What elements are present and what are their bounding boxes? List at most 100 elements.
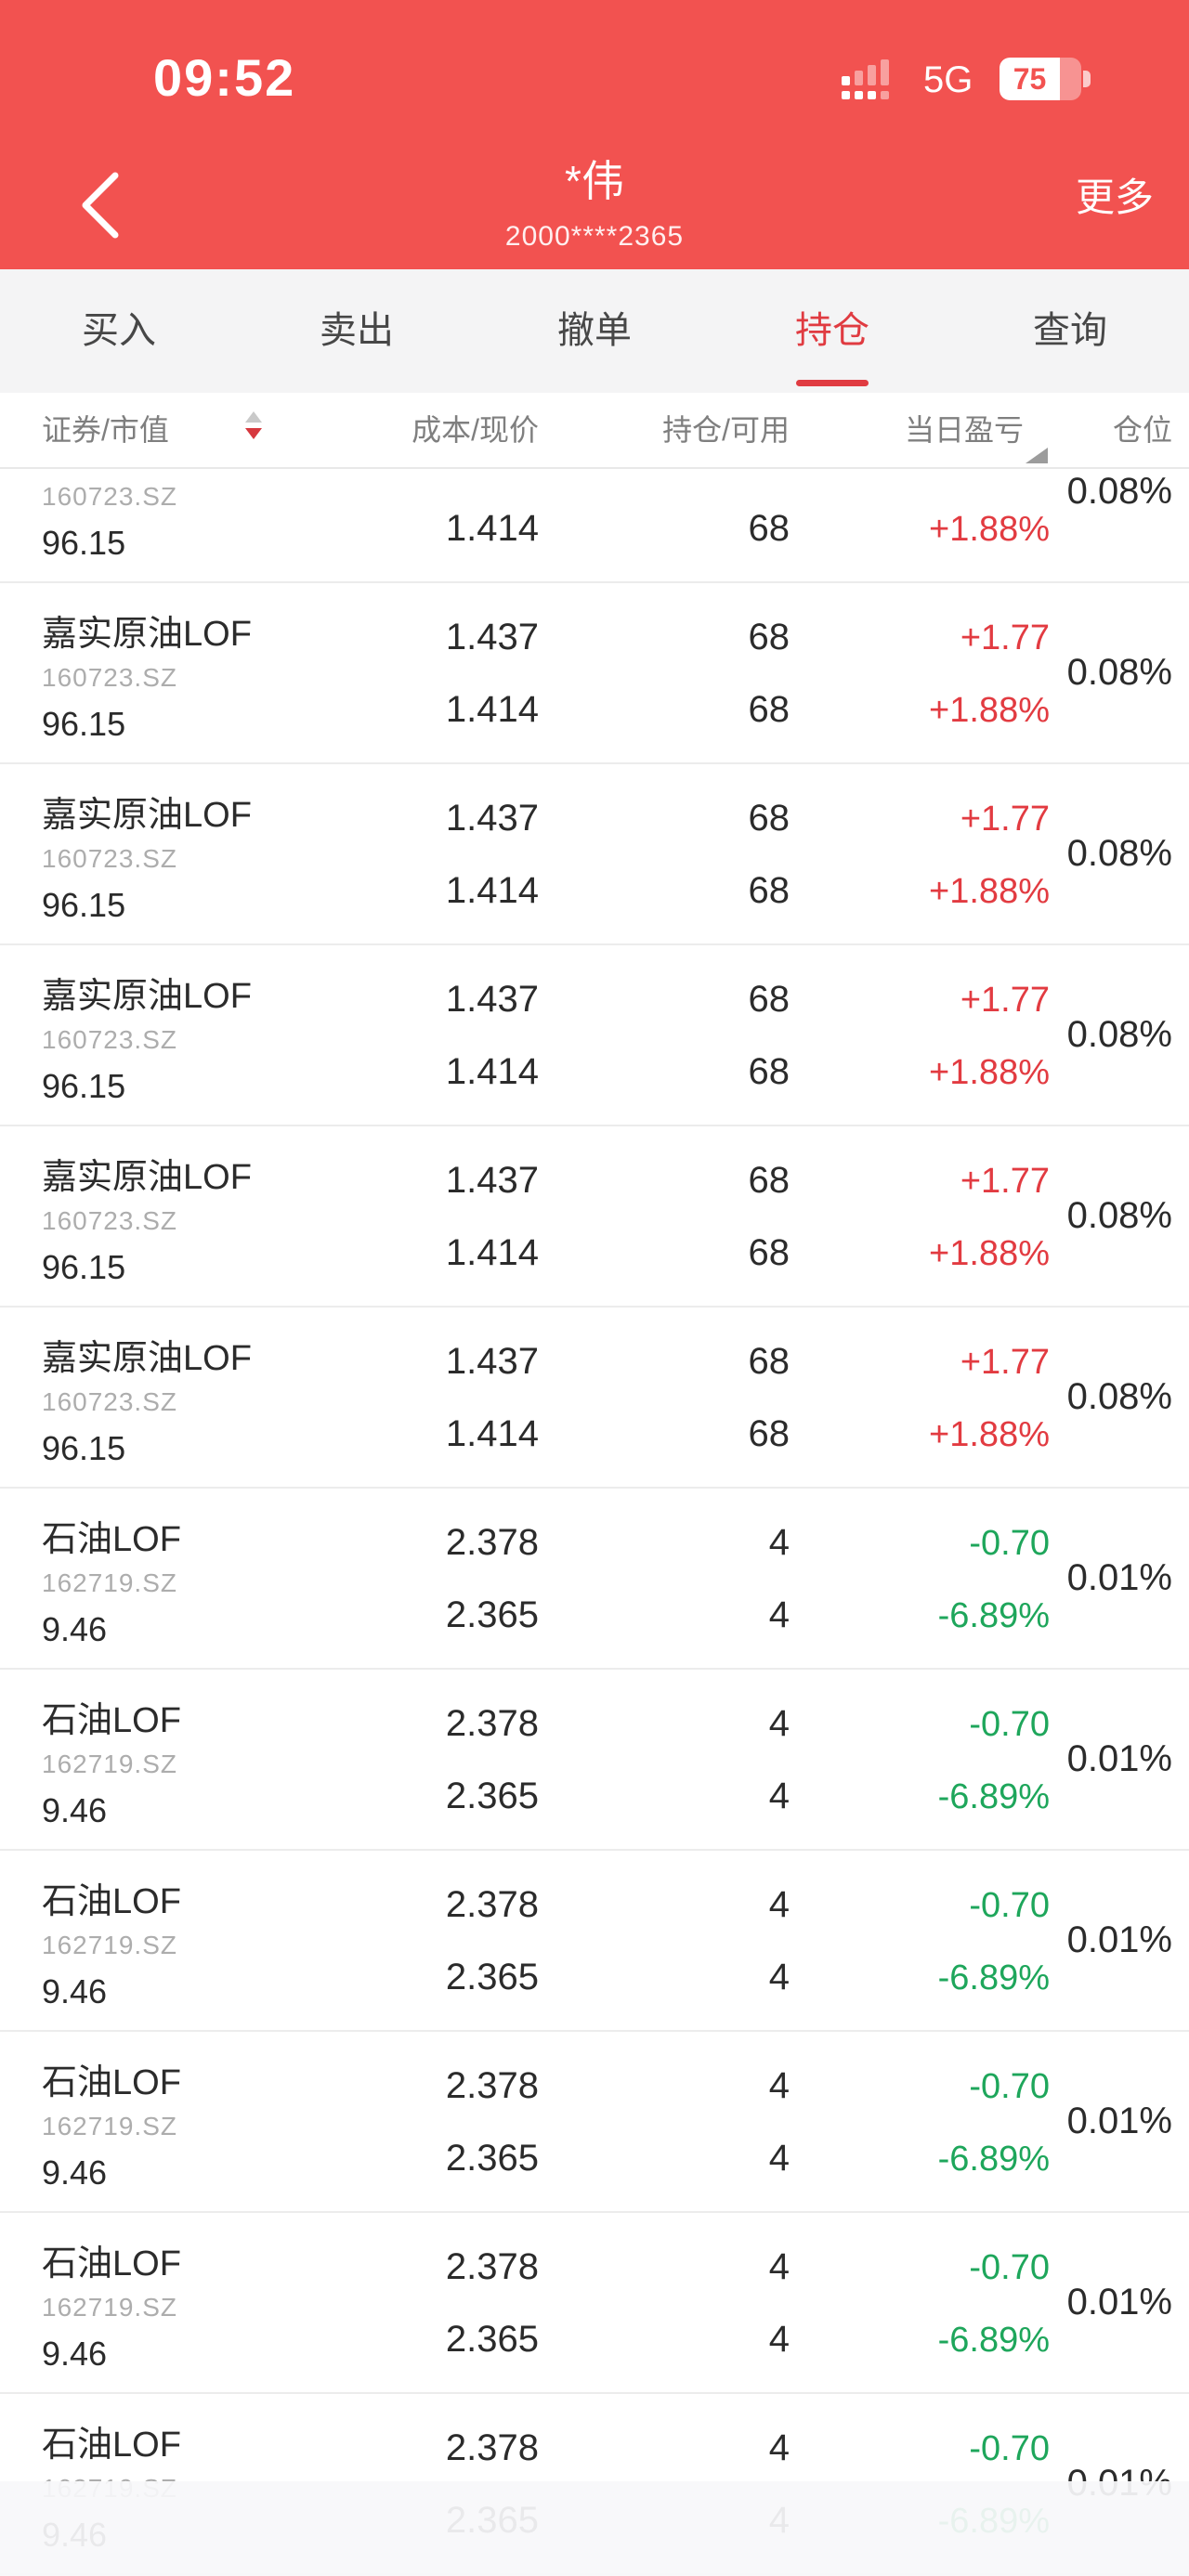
cost-price: 2.378 (445, 2246, 539, 2287)
security-code: 160723.SZ (42, 482, 177, 511)
available-qty: 4 (768, 2319, 790, 2360)
day-pl-value: -0.70 (969, 2067, 1050, 2106)
position-row[interactable]: 石油LOF 162719.SZ 9.46 2.378 2.365 4 4 -0.… (0, 1489, 1189, 1670)
position-row[interactable]: 嘉实原油LOF 160723.SZ 96.15 1.437 1.414 68 6… (0, 1126, 1189, 1308)
back-button[interactable] (56, 153, 149, 255)
chevron-left-icon (82, 172, 119, 239)
position-row[interactable]: 嘉实原油LOF 160723.SZ 96.15 1.437 1.414 68 6… (0, 764, 1189, 945)
security-code: 162719.SZ (42, 1931, 177, 1959)
account-number: 2000****2365 (504, 221, 685, 252)
security-name: 石油LOF (42, 2063, 181, 2102)
available-qty: 68 (748, 1232, 790, 1273)
page-title: *伟 (565, 157, 624, 205)
available-qty: 4 (768, 1776, 790, 1816)
column-security-label: 证券/市值 (42, 413, 169, 447)
day-pl-value: +1.77 (960, 618, 1050, 657)
position-row[interactable]: 嘉实原油LOF 160723.SZ 96.15 1.437 1.414 68 6… (0, 1308, 1189, 1489)
signal-icon (842, 59, 895, 100)
position-row[interactable]: 石油LOF 162719.SZ 9.46 2.378 2.365 4 4 -0.… (0, 1851, 1189, 2032)
cost-price: 1.437 (445, 798, 539, 839)
cost-price: 1.437 (445, 1341, 539, 1382)
position-row[interactable]: 嘉实原油LOF 160723.SZ 96.15 1.437 1.414 68 6… (0, 583, 1189, 764)
tab-query-label: 查询 (1033, 310, 1107, 351)
position-row[interactable]: 嘉实原油LOF 160723.SZ 96.15 1.437 1.414 68 6… (0, 469, 1189, 583)
tab-cancel-label: 撤单 (557, 310, 632, 351)
current-price: 1.414 (445, 870, 539, 911)
security-name: 石油LOF (42, 2244, 181, 2283)
security-code: 162719.SZ (42, 2112, 177, 2140)
security-name: 石油LOF (42, 1520, 181, 1559)
day-pl-value: +1.77 (960, 981, 1050, 1020)
current-price: 2.365 (445, 2138, 539, 2179)
day-pl-value: +1.77 (960, 469, 1050, 475)
security-code: 160723.SZ (42, 1387, 177, 1416)
security-code: 162719.SZ (42, 1568, 177, 1597)
current-price: 1.414 (445, 1051, 539, 1092)
weight-percent: 0.08% (1066, 471, 1172, 512)
market-value: 96.15 (42, 886, 126, 924)
market-value: 96.15 (42, 1429, 126, 1467)
day-pl-percent: +1.88% (929, 1415, 1050, 1454)
top-bar: 09:52 5G 75 *伟 2000****2365 更多 (0, 0, 1189, 269)
available-qty: 68 (748, 870, 790, 911)
security-code: 162719.SZ (42, 1750, 177, 1778)
available-qty: 4 (768, 2138, 790, 2179)
day-pl-value: -0.70 (969, 1705, 1050, 1744)
day-pl-value: -0.70 (969, 1886, 1050, 1925)
bottom-system-bar (0, 2481, 1189, 2576)
position-qty: 4 (768, 2065, 790, 2106)
position-qty: 68 (748, 617, 790, 657)
day-pl-percent: -6.89% (937, 1777, 1050, 1816)
column-weight: 仓位 (1112, 413, 1172, 447)
weight-percent: 0.08% (1066, 1014, 1172, 1055)
tab-query[interactable]: 查询 (951, 269, 1189, 393)
trade-tab-bar: 买入 卖出 撤单 持仓 查询 (0, 269, 1189, 393)
position-qty: 68 (749, 469, 790, 475)
corner-triangle-icon (1026, 448, 1048, 463)
current-price: 1.414 (445, 1413, 539, 1454)
cost-price: 2.378 (445, 1522, 539, 1563)
cost-price: 2.378 (445, 1703, 539, 1744)
sort-arrows-icon (243, 410, 264, 452)
day-pl-percent: -6.89% (937, 1596, 1050, 1635)
column-security-marketvalue[interactable]: 证券/市值 (42, 415, 169, 445)
security-name: 石油LOF (42, 1701, 181, 1740)
cost-price: 1.437 (445, 617, 539, 657)
positions-list: 嘉实原油LOF 160723.SZ 96.15 1.437 1.414 68 6… (0, 469, 1189, 2576)
day-pl-percent: +1.88% (929, 691, 1050, 730)
day-pl-percent: -6.89% (937, 2140, 1050, 2179)
security-name: 嘉实原油LOF (42, 977, 252, 1016)
tab-buy[interactable]: 买入 (0, 269, 238, 393)
tab-positions[interactable]: 持仓 (713, 269, 951, 393)
security-code: 160723.SZ (42, 663, 177, 692)
tab-cancel-order[interactable]: 撤单 (476, 269, 713, 393)
position-row[interactable]: 石油LOF 162719.SZ 9.46 2.378 2.365 4 4 -0.… (0, 2032, 1189, 2213)
day-pl-value: +1.77 (960, 1343, 1050, 1382)
security-code: 162719.SZ (42, 2293, 177, 2322)
position-qty: 4 (768, 1884, 790, 1925)
column-day-pl[interactable]: 当日盈亏 (904, 413, 1024, 447)
position-qty: 4 (768, 2427, 790, 2468)
weight-percent: 0.08% (1066, 1195, 1172, 1236)
security-code: 160723.SZ (42, 844, 177, 873)
tab-sell[interactable]: 卖出 (238, 269, 476, 393)
day-pl-percent: -6.89% (937, 1958, 1050, 1997)
day-pl-value: -0.70 (969, 2429, 1050, 2468)
positions-table-header: 证券/市值 成本/现价 持仓/可用 当日盈亏 仓位 (0, 393, 1189, 469)
weight-percent: 0.01% (1066, 2282, 1172, 2322)
market-value: 9.46 (42, 2335, 108, 2373)
more-button[interactable]: 更多 (1075, 176, 1154, 219)
market-value: 9.46 (42, 1791, 108, 1829)
position-row[interactable]: 石油LOF 162719.SZ 9.46 2.378 2.365 4 4 -0.… (0, 2213, 1189, 2394)
day-pl-value: -0.70 (969, 1524, 1050, 1563)
security-name: 嘉实原油LOF (42, 1158, 252, 1197)
current-price: 2.365 (445, 1594, 539, 1635)
security-name: 石油LOF (42, 1882, 181, 1921)
position-row[interactable]: 石油LOF 162719.SZ 9.46 2.378 2.365 4 4 -0.… (0, 1670, 1189, 1851)
available-qty: 68 (748, 689, 790, 730)
weight-percent: 0.01% (1066, 2101, 1172, 2141)
position-qty: 68 (748, 1341, 790, 1382)
security-name: 嘉实原油LOF (42, 1339, 252, 1378)
market-value: 96.15 (42, 524, 126, 562)
position-row[interactable]: 嘉实原油LOF 160723.SZ 96.15 1.437 1.414 68 6… (0, 945, 1189, 1126)
